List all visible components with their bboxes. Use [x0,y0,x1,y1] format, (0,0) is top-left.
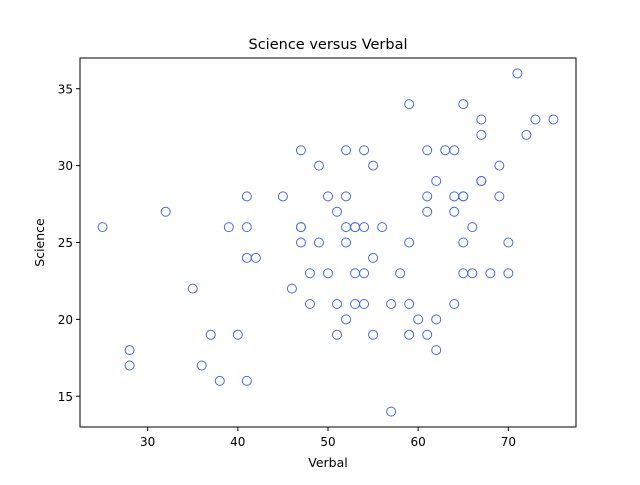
data-point [458,99,469,110]
data-point [295,222,306,233]
data-point [341,237,352,248]
data-point [503,237,514,248]
data-point [304,299,315,309]
data-point [205,329,216,340]
data-point [512,68,523,79]
data-point [368,252,379,263]
data-point [124,360,135,371]
y-tick-label: 15 [58,390,73,404]
data-point [341,191,352,202]
data-point [404,99,415,110]
data-point [431,314,442,325]
x-tick-label: 30 [140,435,155,449]
data-point [286,283,297,294]
data-point [332,329,343,340]
data-point [458,191,469,202]
data-point [530,114,541,125]
data-point [386,299,397,309]
data-point [377,222,388,233]
x-tick-label: 50 [320,435,335,449]
data-point [295,237,306,248]
data-point [467,268,478,279]
plot-frame [79,57,577,428]
data-point [124,345,135,356]
y-tick-label: 20 [58,313,73,327]
data-point [494,160,505,171]
data-point [313,160,324,171]
data-point [160,206,171,217]
data-point [449,145,460,156]
data-point [431,176,442,186]
data-point [214,375,225,386]
data-point [313,237,324,248]
data-point [422,145,433,156]
data-point [404,329,415,340]
data-point [323,191,333,202]
data-point [341,145,352,156]
data-point [359,145,370,156]
data-point [332,206,343,217]
data-point [449,299,460,309]
data-point [476,129,487,140]
x-tick-label: 40 [230,435,245,449]
data-point [413,314,424,325]
data-point [548,114,559,125]
data-point [250,252,261,263]
data-point [241,222,252,233]
data-point [422,206,433,217]
y-tick-label: 25 [58,236,73,250]
data-point [431,345,442,356]
data-point [521,129,532,140]
x-axis-label: Verbal [308,455,347,470]
data-point [359,299,370,309]
data-point [359,222,370,233]
x-tick-label: 70 [501,435,516,449]
data-point [422,191,433,202]
data-point [467,222,478,233]
data-point [386,406,397,417]
y-axis-label: Science [32,218,47,267]
data-point [476,176,487,186]
points-layer [97,68,559,417]
data-point [223,222,234,233]
data-point [332,299,343,309]
data-point [341,314,352,325]
chart-title: Science versus Verbal [249,37,408,53]
data-point [395,268,406,279]
data-point [404,237,415,248]
x-tick-label: 60 [411,435,426,449]
data-point [232,329,243,340]
y-tick-label: 30 [58,159,73,173]
data-point [241,375,252,386]
data-point [422,329,433,340]
data-point [295,145,306,156]
ticks-layer: 30 40 50 60 70 15 20 25 30 35 [58,82,516,449]
data-point [503,268,514,279]
data-point [449,206,460,217]
data-point [485,268,496,279]
data-point [277,191,288,202]
data-point [368,329,379,340]
y-tick-label: 35 [58,82,73,96]
data-point [458,237,469,248]
data-point [404,299,415,309]
data-point [323,268,333,279]
data-point [196,360,207,371]
data-point [359,268,370,279]
data-point [494,191,505,202]
data-point [304,268,315,279]
data-point [368,160,379,171]
data-point [97,222,108,233]
data-point [241,191,252,202]
data-point [187,283,198,294]
data-point [476,114,487,125]
